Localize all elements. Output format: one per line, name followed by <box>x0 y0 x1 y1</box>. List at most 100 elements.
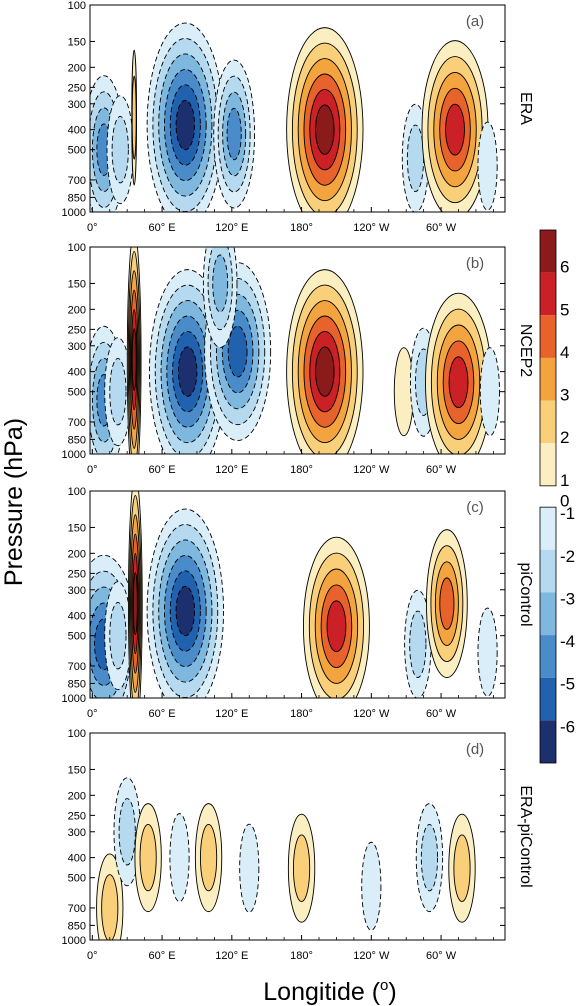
feature-c-3 <box>146 508 224 698</box>
y-tick-label: 300 <box>68 585 86 597</box>
contour-level-6 <box>132 572 138 635</box>
x-tick-label: 60° E <box>149 708 176 720</box>
y-tick-label: 400 <box>68 853 86 865</box>
feature-d-1 <box>113 777 141 887</box>
colorbar-label: -3 <box>560 589 575 608</box>
contour-level-6 <box>315 346 335 397</box>
feature-a-3 <box>146 22 224 212</box>
panel-frame <box>89 4 506 213</box>
y-tick-label: 1000 <box>62 207 86 219</box>
colorbar-label: 6 <box>560 258 569 277</box>
x-tick-label: 120° W <box>353 708 390 720</box>
x-axis: 0° 60° E 120° E 180° 120° W 60° W <box>87 207 494 234</box>
panel-name: ERA-piControl <box>517 785 534 887</box>
y-axis-label: Pressure (hPa) <box>0 418 28 586</box>
contour-level-6 <box>315 104 335 155</box>
colorbar-label: -6 <box>560 717 575 736</box>
x-tick-label: 120° E <box>215 464 248 476</box>
contour-level--1 <box>361 841 382 931</box>
feature-c-4 <box>303 536 370 698</box>
y-tick-label: 500 <box>68 631 86 643</box>
colorbar: 6 5 4 3 2 1 0-1 -2 -3 -4 -5 -6 <box>539 229 575 764</box>
y-tick-label: 500 <box>68 145 86 157</box>
feature-d-3 <box>169 813 190 903</box>
y-tick-label: 100 <box>68 0 86 12</box>
colorbar-swatch-negative <box>540 507 556 550</box>
colorbar-label: -2 <box>560 547 575 566</box>
feature-d-4 <box>194 803 223 913</box>
x-axis: 0° 60° E 120° E 180° 120° W 60° W <box>87 935 494 962</box>
x-axis-label-unit: o <box>380 977 388 994</box>
contour-level--2 <box>118 798 136 866</box>
feature-d-0 <box>96 853 124 940</box>
panel-name: ERA <box>517 92 534 125</box>
colorbar-label: -4 <box>560 632 575 651</box>
y-axis: 100 150 200 250 300 400 500 700 850 1000 <box>62 728 505 947</box>
colorbar-swatch-positive <box>540 400 556 444</box>
y-tick-label: 100 <box>68 486 86 498</box>
feature-d-8 <box>415 803 444 913</box>
y-tick-label: 250 <box>68 82 86 94</box>
colorbar-label: 2 <box>560 428 569 447</box>
contour-level-2 <box>453 834 471 902</box>
panel-frame <box>89 246 506 455</box>
contour-level--6 <box>175 99 196 151</box>
y-axis: 100 150 200 250 300 400 500 700 850 1000 <box>62 0 505 219</box>
panel-tag-bg <box>459 250 491 272</box>
y-tick-label: 1000 <box>62 693 86 705</box>
y-tick-label: 200 <box>68 304 86 316</box>
contour-level--1 <box>169 813 190 903</box>
colorbar-swatch-negative <box>540 720 556 763</box>
y-tick-label: 250 <box>68 810 86 822</box>
colorbar-swatch-positive <box>540 315 556 358</box>
feature-a-7 <box>421 40 489 212</box>
y-tick-label: 150 <box>68 278 86 290</box>
x-tick-label: 120° W <box>353 950 390 962</box>
x-tick-label: 60° W <box>426 222 457 234</box>
y-axis: 100 150 200 250 300 400 500 700 850 1000 <box>62 486 505 705</box>
y-axis: 100 150 200 250 300 400 500 700 850 1000 <box>62 242 505 461</box>
contour-field <box>90 22 498 212</box>
x-tick-label: 60° W <box>426 708 457 720</box>
y-tick-label: 700 <box>68 661 86 673</box>
contour-level--6 <box>175 585 196 637</box>
colorbar-label: 5 <box>560 300 569 319</box>
feature-c-7 <box>477 607 498 697</box>
x-tick-label: 60° E <box>149 950 176 962</box>
contour-field <box>90 247 500 454</box>
y-tick-label: 850 <box>68 192 86 204</box>
y-tick-label: 500 <box>68 873 86 885</box>
y-tick-label: 150 <box>68 522 86 534</box>
y-tick-label: 400 <box>68 125 86 137</box>
panel-tag-bg <box>459 8 491 30</box>
feature-b-5 <box>202 247 238 348</box>
y-tick-label: 700 <box>68 903 86 915</box>
colorbar-label: -1 <box>560 504 575 523</box>
contour-level-6 <box>131 328 137 391</box>
contour-level-2 <box>199 823 218 892</box>
contour-level--1 <box>239 823 260 913</box>
colorbar-swatch-negative <box>540 549 556 593</box>
feature-c-5 <box>404 589 432 698</box>
contour-level--2 <box>111 116 129 184</box>
panel-tag: (a) <box>466 13 484 30</box>
panel-tag: (b) <box>466 255 484 272</box>
feature-d-7 <box>361 841 382 931</box>
y-tick-label: 150 <box>68 764 86 776</box>
x-tick-label: 60° W <box>426 950 457 962</box>
contour-level--2 <box>420 823 439 892</box>
contour-level--6 <box>177 346 198 397</box>
feature-b-9 <box>425 292 492 454</box>
y-tick-label: 400 <box>68 367 86 379</box>
contour-level-5 <box>326 600 347 653</box>
panel-name: piControl <box>517 562 534 626</box>
y-tick-label: 1000 <box>62 935 86 947</box>
colorbar-label: 4 <box>560 343 569 362</box>
contour-level--4 <box>226 107 242 161</box>
x-tick-label: 0° <box>87 222 98 234</box>
colorbar-label: 3 <box>560 386 569 405</box>
